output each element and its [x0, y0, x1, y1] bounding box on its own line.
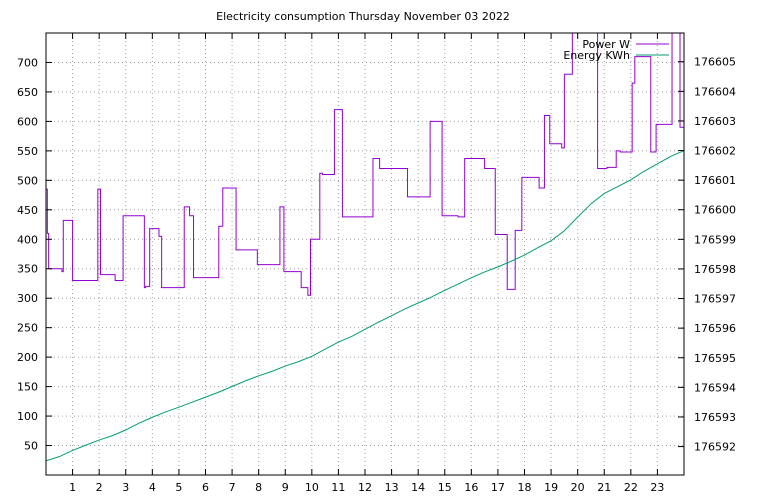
- y-tick-label-8: 450: [17, 204, 38, 217]
- y-tick-label-2: 150: [17, 381, 38, 394]
- y2-tick-label-9: 176601: [694, 174, 736, 187]
- y2-tick-label-10: 176602: [694, 145, 736, 158]
- x-tick-label-9: 10: [305, 481, 319, 494]
- series-layer: [46, 33, 684, 462]
- x-tick-label-17: 18: [518, 481, 532, 494]
- y2-tick-label-5: 176597: [694, 293, 736, 306]
- x-tick-label-13: 14: [411, 481, 425, 494]
- legend-label-power: Power W: [582, 38, 630, 51]
- y-tick-label-6: 350: [17, 263, 38, 276]
- series-line-power: [46, 33, 684, 296]
- y-tick-label-7: 400: [17, 233, 38, 246]
- x-tick-label-22: 23: [650, 481, 664, 494]
- y2-tick-label-6: 176598: [694, 263, 736, 276]
- y2-tick-label-11: 176603: [694, 115, 736, 128]
- legend-label-energy: Energy KWh: [563, 49, 630, 62]
- x-tick-label-19: 20: [571, 481, 585, 494]
- y-tick-label-4: 250: [17, 322, 38, 335]
- x-tick-label-8: 9: [282, 481, 289, 494]
- y-tick-label-10: 550: [17, 145, 38, 158]
- y-tick-label-5: 300: [17, 292, 38, 305]
- axes: 1 2 3 4 5 6 7 8 9 10 11 12 13 14 15 16 17 18 19 20 21 22 23501…: [17, 33, 736, 494]
- y-tick-label-0: 50: [24, 440, 38, 453]
- x-tick-label-20: 21: [597, 481, 611, 494]
- y2-tick-label-12: 176604: [694, 85, 736, 98]
- y2-tick-label-7: 176599: [694, 233, 736, 246]
- x-tick-label-14: 15: [438, 481, 452, 494]
- x-tick-label-4: 5: [175, 481, 182, 494]
- y-tick-label-3: 200: [17, 351, 38, 364]
- x-tick-label-6: 7: [229, 481, 236, 494]
- series-line-energy: [46, 150, 684, 462]
- y2-tick-label-0: 176592: [694, 441, 736, 454]
- chart-title: Electricity consumption Thursday Novembe…: [216, 10, 510, 23]
- x-tick-label-2: 3: [122, 481, 129, 494]
- y-tick-label-1: 100: [17, 410, 38, 423]
- legend: Power W Energy KWh: [563, 38, 669, 62]
- x-tick-label-16: 17: [491, 481, 505, 494]
- x-tick-label-7: 8: [255, 481, 262, 494]
- y-tick-label-9: 500: [17, 174, 38, 187]
- x-tick-label-12: 13: [385, 481, 399, 494]
- x-tick-label-18: 19: [544, 481, 558, 494]
- y2-tick-label-1: 176593: [694, 411, 736, 424]
- x-tick-label-0: 1: [69, 481, 76, 494]
- x-tick-label-1: 2: [96, 481, 103, 494]
- x-tick-label-15: 16: [464, 481, 478, 494]
- x-tick-label-21: 22: [624, 481, 638, 494]
- grid: [46, 33, 684, 475]
- y2-tick-label-8: 176600: [694, 204, 736, 217]
- x-tick-label-3: 4: [149, 481, 156, 494]
- y-tick-label-12: 650: [17, 86, 38, 99]
- y2-tick-label-3: 176595: [694, 352, 736, 365]
- x-tick-label-10: 11: [331, 481, 345, 494]
- y2-tick-label-13: 176605: [694, 56, 736, 69]
- y2-tick-label-4: 176596: [694, 322, 736, 335]
- y-tick-label-11: 600: [17, 115, 38, 128]
- y-tick-label-13: 700: [17, 56, 38, 69]
- x-tick-label-11: 12: [358, 481, 372, 494]
- x-tick-label-5: 6: [202, 481, 209, 494]
- y2-tick-label-2: 176594: [694, 381, 736, 394]
